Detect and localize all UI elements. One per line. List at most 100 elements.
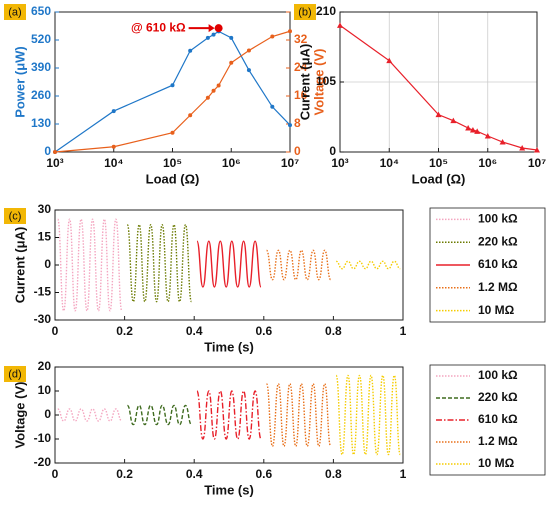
series-line <box>265 249 332 281</box>
point <box>111 109 116 114</box>
y-tick-label: 130 <box>31 116 51 130</box>
point <box>484 133 491 139</box>
x-tick-label: 10⁶ <box>478 156 497 170</box>
x-tick-label: 0.8 <box>325 467 342 481</box>
series-line <box>196 240 262 288</box>
x-axis-label: Time (s) <box>204 482 254 497</box>
series-line <box>57 218 123 312</box>
y-axis-label: Current (μA) <box>297 44 312 121</box>
point <box>53 150 57 154</box>
point <box>270 104 275 109</box>
y-tick-label: 650 <box>31 4 51 18</box>
legend-label: 100 kΩ <box>478 368 518 382</box>
x-tick-label: 1 <box>400 324 407 338</box>
point <box>534 147 540 153</box>
legend-label: 610 kΩ <box>478 412 518 426</box>
legend-label: 220 kΩ <box>478 390 518 404</box>
series-line <box>335 260 401 270</box>
panel-label-box <box>294 4 316 20</box>
y-tick-label: -30 <box>34 312 52 326</box>
point <box>270 34 275 39</box>
x-tick-label: 10⁷ <box>281 156 299 170</box>
y2-tick-label: 32 <box>294 32 308 46</box>
point <box>337 22 343 28</box>
point <box>246 68 251 73</box>
point <box>211 32 216 37</box>
point <box>469 127 476 133</box>
y-tick-label: 15 <box>38 230 52 244</box>
point <box>170 130 175 135</box>
point <box>288 29 292 34</box>
y-tick-label: 0 <box>44 407 51 421</box>
legend-label: 1.2 MΩ <box>478 434 518 448</box>
point <box>435 111 442 118</box>
x-tick-label: 0.2 <box>116 467 133 481</box>
y-tick-label: 520 <box>31 32 51 46</box>
point <box>465 125 472 131</box>
point <box>288 123 292 128</box>
y-tick-label: 30 <box>38 202 52 216</box>
x-tick-label: 10⁴ <box>380 156 399 170</box>
point <box>111 144 116 149</box>
series-line <box>196 390 262 440</box>
x-tick-label: 0.4 <box>186 467 203 481</box>
x-tick-label: 10⁴ <box>104 156 123 170</box>
series-line <box>335 374 401 456</box>
x-tick-label: 0.6 <box>255 467 272 481</box>
y-tick-label: 105 <box>316 74 336 88</box>
point <box>229 60 234 65</box>
legend-label: 220 kΩ <box>478 234 518 248</box>
y-tick-label: 210 <box>316 4 336 18</box>
legend-label: 10 MΩ <box>478 456 515 470</box>
x-tick-label: 10⁵ <box>163 156 182 170</box>
y-tick-label: 10 <box>38 383 52 397</box>
y2-axis-label: Voltage (V) <box>311 49 326 116</box>
x-tick-label: 10³ <box>331 156 348 170</box>
point <box>519 145 526 151</box>
panel-label-box <box>4 4 26 20</box>
point <box>474 128 481 134</box>
y-tick-label: 390 <box>31 60 51 74</box>
x-tick-label: 10⁶ <box>222 156 241 170</box>
y-tick-label: -15 <box>34 285 52 299</box>
series-line <box>57 408 123 422</box>
series-line <box>265 383 332 447</box>
y2-tick-label: 24 <box>294 60 308 74</box>
x-tick-label: 0.6 <box>255 324 272 338</box>
x-tick-label: 0 <box>52 467 59 481</box>
panel-label-box <box>4 366 26 382</box>
point <box>216 83 221 88</box>
x-tick-label: 0 <box>52 324 59 338</box>
x-axis-label: Load (Ω) <box>412 171 466 186</box>
legend-label: 1.2 MΩ <box>478 280 518 294</box>
point <box>386 57 393 64</box>
y-tick-label: 0 <box>44 257 51 271</box>
panel-label-box <box>4 208 26 224</box>
point <box>170 83 175 88</box>
point <box>450 117 457 124</box>
panel-label: (c) <box>9 210 22 222</box>
x-tick-label: 0.4 <box>186 324 203 338</box>
point <box>205 35 210 40</box>
legend-label: 100 kΩ <box>478 212 518 226</box>
point <box>205 95 210 100</box>
x-axis-label: Load (Ω) <box>146 171 200 186</box>
x-tick-label: 0.8 <box>325 324 342 338</box>
legend-label: 610 kΩ <box>478 257 518 271</box>
point <box>499 139 506 145</box>
x-axis-label: Time (s) <box>204 339 254 354</box>
point <box>229 35 234 40</box>
x-tick-label: 10⁷ <box>528 156 546 170</box>
x-tick-label: 1 <box>400 467 407 481</box>
y-axis-label: Current (μA) <box>12 227 27 304</box>
point <box>188 113 193 118</box>
y-tick-label: 0 <box>329 144 336 158</box>
y-tick-label: -10 <box>34 431 52 445</box>
y-tick-label: 260 <box>31 88 51 102</box>
series-line <box>126 223 193 303</box>
point <box>246 48 251 53</box>
y2-tick-label: 0 <box>294 144 301 158</box>
point <box>211 88 216 93</box>
y2-tick-label: 16 <box>294 88 308 102</box>
